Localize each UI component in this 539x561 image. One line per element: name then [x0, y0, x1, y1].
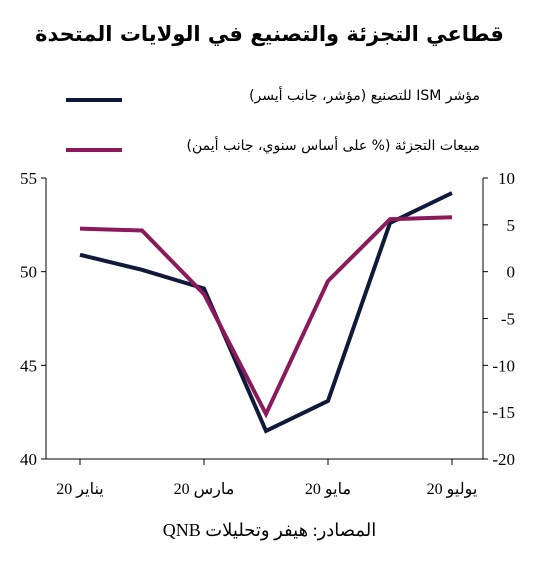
right-tick-label: -15 — [492, 403, 515, 422]
left-tick-label: 50 — [20, 263, 37, 282]
right-tick-label: -10 — [492, 356, 515, 375]
legend-label-retail: مبيعات التجزئة (% على أساس سنوي، جانب أي… — [186, 138, 480, 154]
legend-swatch-retail — [66, 148, 122, 152]
legend-swatch-ism — [66, 98, 122, 102]
x-tick-label: مارس 20 — [174, 481, 235, 498]
left-tick-label: 45 — [20, 356, 37, 375]
legend-item-retail: مبيعات التجزئة (% على أساس سنوي، جانب أي… — [60, 138, 480, 162]
left-tick-label: 40 — [20, 450, 37, 469]
legend-label-ism: مؤشر ISM للتصنيع (مؤشر، جانب أيسر) — [249, 88, 480, 104]
right-tick-label: -5 — [501, 310, 515, 329]
x-tick-label: يوليو 20 — [427, 481, 478, 498]
source-note: المصادر: هيفر وتحليلات QNB — [162, 520, 377, 540]
right-tick-label: -20 — [492, 450, 515, 469]
legend-item-ism: مؤشر ISM للتصنيع (مؤشر، جانب أيسر) — [60, 88, 480, 112]
series-line-ism — [79, 191, 453, 434]
right-tick-label: 10 — [498, 169, 515, 188]
right-tick-label: 0 — [507, 263, 516, 282]
x-tick-label: مايو 20 — [305, 481, 351, 498]
series-line-retail — [79, 215, 453, 419]
x-tick-label: يناير 20 — [56, 481, 103, 498]
left-tick-label: 55 — [20, 169, 37, 188]
right-tick-label: 5 — [507, 216, 516, 235]
chart-title: قطاعي التجزئة والتصنيع في الولايات المتح… — [35, 22, 504, 46]
